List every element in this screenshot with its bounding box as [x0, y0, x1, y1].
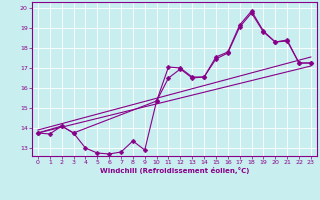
- X-axis label: Windchill (Refroidissement éolien,°C): Windchill (Refroidissement éolien,°C): [100, 167, 249, 174]
